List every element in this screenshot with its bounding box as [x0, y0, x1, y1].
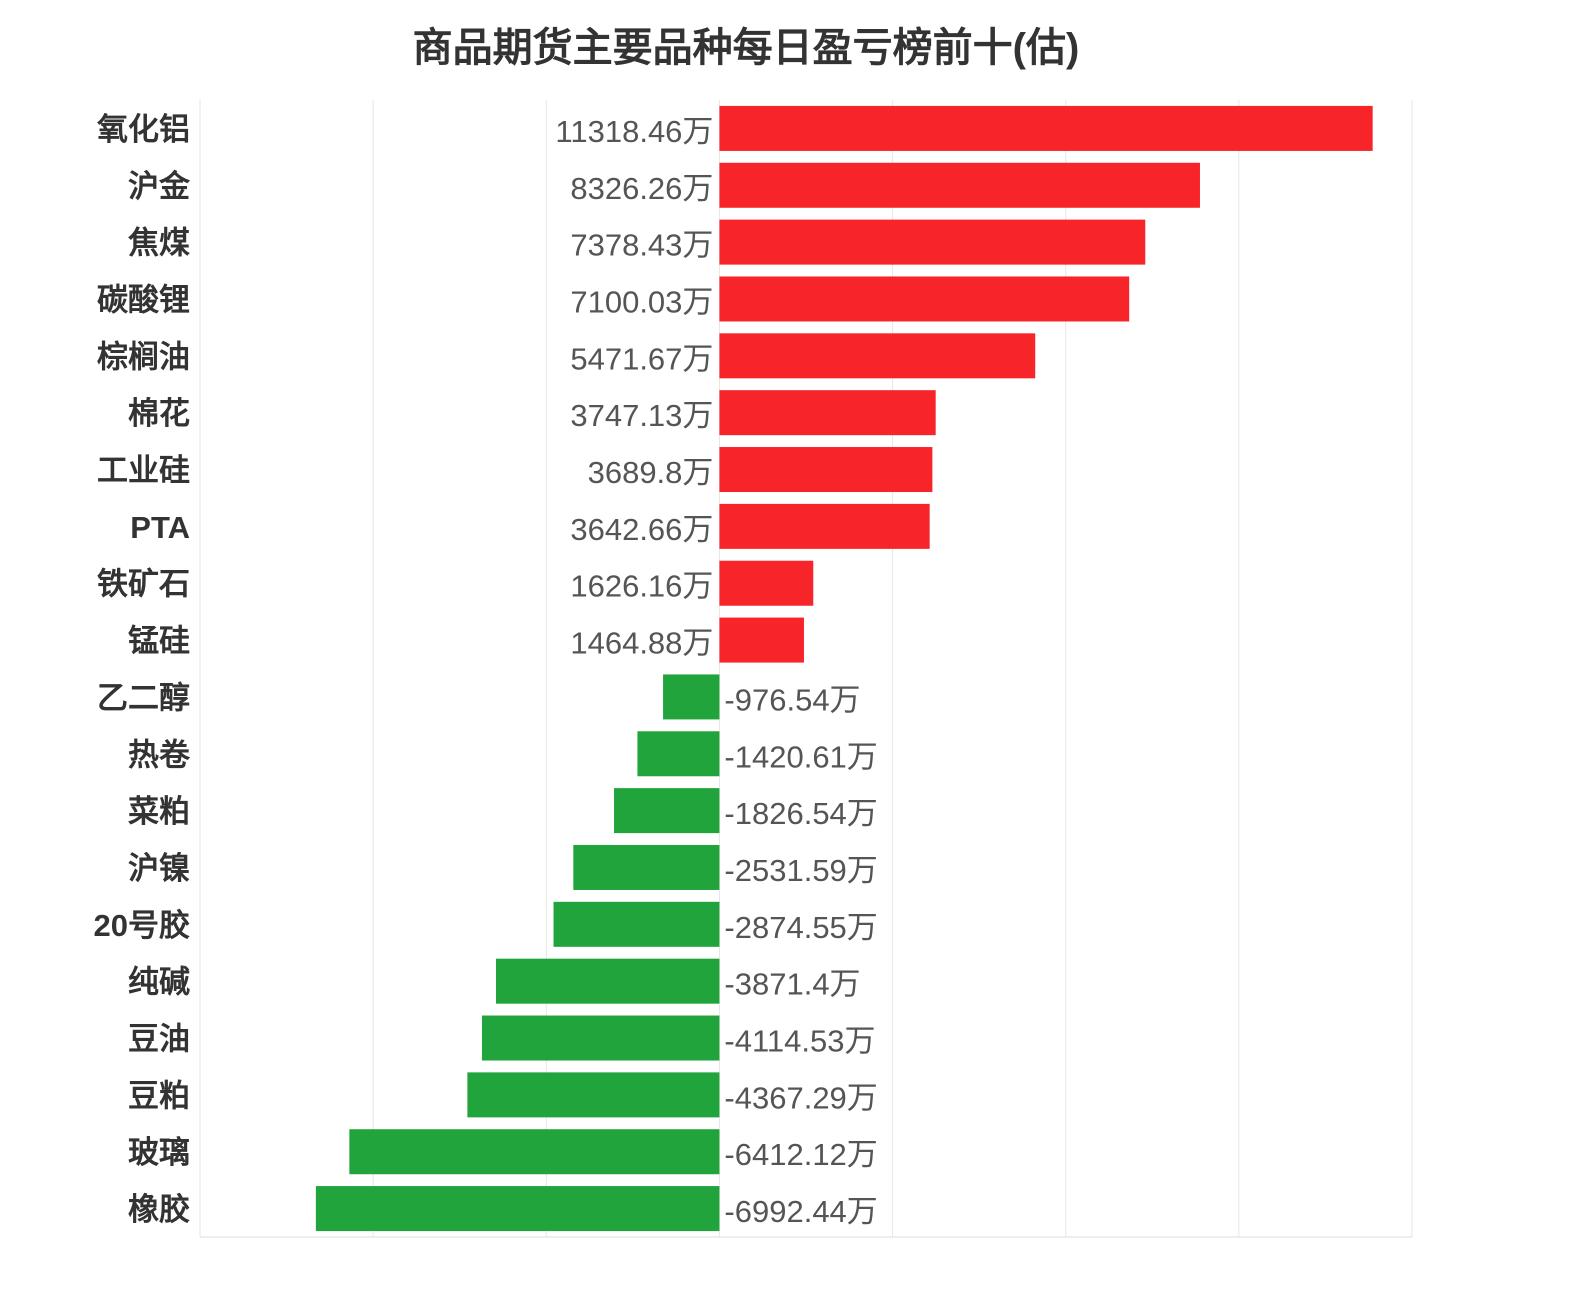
category-label: 铁矿石 [97, 567, 190, 602]
bar [719, 447, 933, 493]
category-label: 菜粕 [128, 794, 190, 829]
category-label: 乙二醇 [97, 680, 190, 715]
category-label: 焦煤 [128, 226, 190, 261]
bar [637, 731, 720, 777]
bar [315, 1186, 720, 1232]
category-label: 沪金 [128, 169, 191, 204]
category-label: 锰硅 [128, 624, 190, 659]
bar [719, 617, 804, 663]
value-label: 3642.66万 [570, 512, 713, 547]
value-label: 11318.46万 [555, 114, 713, 149]
bar [719, 333, 1036, 379]
value-labels: 11318.46万 8326.26万 7378.43万 7100.03万 5471.67… [555, 114, 877, 1229]
category-label: PTA [130, 510, 190, 545]
value-label: -6412.12万 [724, 1137, 877, 1172]
value-label: 3747.13万 [570, 398, 713, 433]
value-label: 8326.26万 [570, 171, 713, 206]
bar [467, 1072, 720, 1118]
bar [349, 1129, 720, 1175]
category-label: 橡胶 [128, 1192, 190, 1227]
value-label: 1626.16万 [570, 569, 713, 604]
value-label: 5471.67万 [570, 341, 713, 376]
category-label: 氧化铝 [97, 112, 190, 147]
value-label: -4114.53万 [724, 1024, 875, 1059]
category-label: 碳酸锂 [97, 282, 190, 317]
value-label: -2874.55万 [724, 910, 877, 945]
category-label: 豆粕 [128, 1078, 190, 1113]
category-label: 玻璃 [128, 1135, 190, 1170]
category-label: 热卷 [128, 737, 191, 772]
value-label: 3689.8万 [588, 455, 714, 490]
value-label: -6992.44万 [724, 1194, 877, 1229]
category-label: 工业硅 [97, 453, 190, 488]
bar [495, 958, 720, 1004]
value-label: -4367.29万 [724, 1080, 877, 1115]
value-label: -1420.61万 [724, 739, 877, 774]
chart-title: 商品期货主要品种每日盈亏榜前十(估) [413, 26, 1080, 70]
value-label: -3871.4万 [724, 967, 860, 1002]
bar [553, 901, 720, 947]
category-label: 豆油 [128, 1022, 190, 1057]
grid-layer [199, 100, 1413, 1238]
bar [663, 674, 720, 720]
bar [481, 1015, 720, 1061]
value-label: -2531.59万 [724, 853, 877, 888]
value-label: 1464.88万 [570, 626, 713, 661]
bar [719, 219, 1146, 265]
bar [573, 844, 720, 890]
category-label: 棉花 [128, 396, 190, 431]
bar [719, 105, 1373, 151]
bar-layer [315, 105, 1373, 1232]
category-label: 棕榈油 [97, 339, 190, 374]
category-label: 20号胶 [94, 908, 190, 943]
category-label: 沪镍 [128, 851, 190, 886]
bar [719, 276, 1130, 322]
bar [719, 560, 814, 606]
value-label: 7378.43万 [570, 228, 713, 263]
bar [719, 390, 936, 436]
bar [719, 503, 930, 549]
value-label: -1826.54万 [724, 796, 877, 831]
value-label: 7100.03万 [570, 284, 713, 319]
bar [719, 162, 1200, 208]
value-label: -976.54万 [724, 682, 860, 717]
bar [614, 788, 720, 834]
category-label: 纯碱 [128, 965, 190, 1000]
